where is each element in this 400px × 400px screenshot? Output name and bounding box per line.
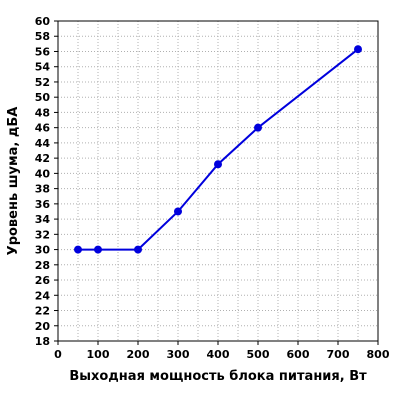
y-tick-label: 46: [35, 122, 51, 135]
data-point: [94, 245, 102, 254]
y-tick-label: 50: [35, 91, 51, 104]
series: [74, 45, 362, 254]
y-tick-label: 38: [35, 183, 50, 196]
y-tick-label: 40: [35, 167, 51, 180]
data-point: [354, 45, 362, 54]
x-tick-label: 800: [367, 348, 390, 361]
data-point: [174, 207, 182, 216]
y-tick-label: 56: [35, 45, 51, 58]
y-tick-label: 30: [35, 244, 51, 257]
axis-ticks: 0 100 200 300 400 500 600 700 800 18 20 22 24 26 28 30 3…: [35, 15, 390, 361]
y-tick-label: 60: [35, 15, 51, 28]
y-tick-label: 44: [35, 137, 51, 150]
y-tick-label: 26: [35, 274, 51, 287]
y-tick-label: 52: [35, 76, 50, 89]
y-tick-label: 48: [35, 106, 50, 119]
y-tick-label: 22: [35, 305, 50, 318]
y-tick-label: 42: [35, 152, 50, 165]
y-tick-label: 58: [35, 30, 50, 43]
y-tick-label: 24: [35, 289, 51, 302]
grid: [57, 20, 379, 342]
x-tick-label: 400: [207, 348, 230, 361]
x-tick-label: 0: [54, 348, 62, 361]
x-tick-label: 100: [87, 348, 110, 361]
x-tick-label: 500: [247, 348, 270, 361]
y-tick-label: 34: [35, 213, 51, 226]
x-axis-title: Выходная мощность блока питания, Вт: [69, 369, 367, 384]
x-tick-label: 300: [167, 348, 190, 361]
x-tick-label: 700: [327, 348, 350, 361]
y-tick-label: 18: [35, 335, 50, 348]
y-tick-label: 20: [35, 320, 51, 333]
y-tick-label: 36: [35, 198, 51, 211]
y-axis-title: Уровень шума, дБА: [6, 107, 21, 256]
y-tick-label: 32: [35, 228, 50, 241]
x-tick-label: 600: [287, 348, 310, 361]
data-point: [214, 160, 222, 169]
data-point: [134, 245, 142, 254]
y-tick-label: 28: [35, 259, 50, 272]
x-tick-label: 200: [127, 348, 150, 361]
y-tick-label: 54: [35, 61, 51, 74]
data-point: [74, 245, 82, 254]
data-point: [254, 123, 262, 132]
